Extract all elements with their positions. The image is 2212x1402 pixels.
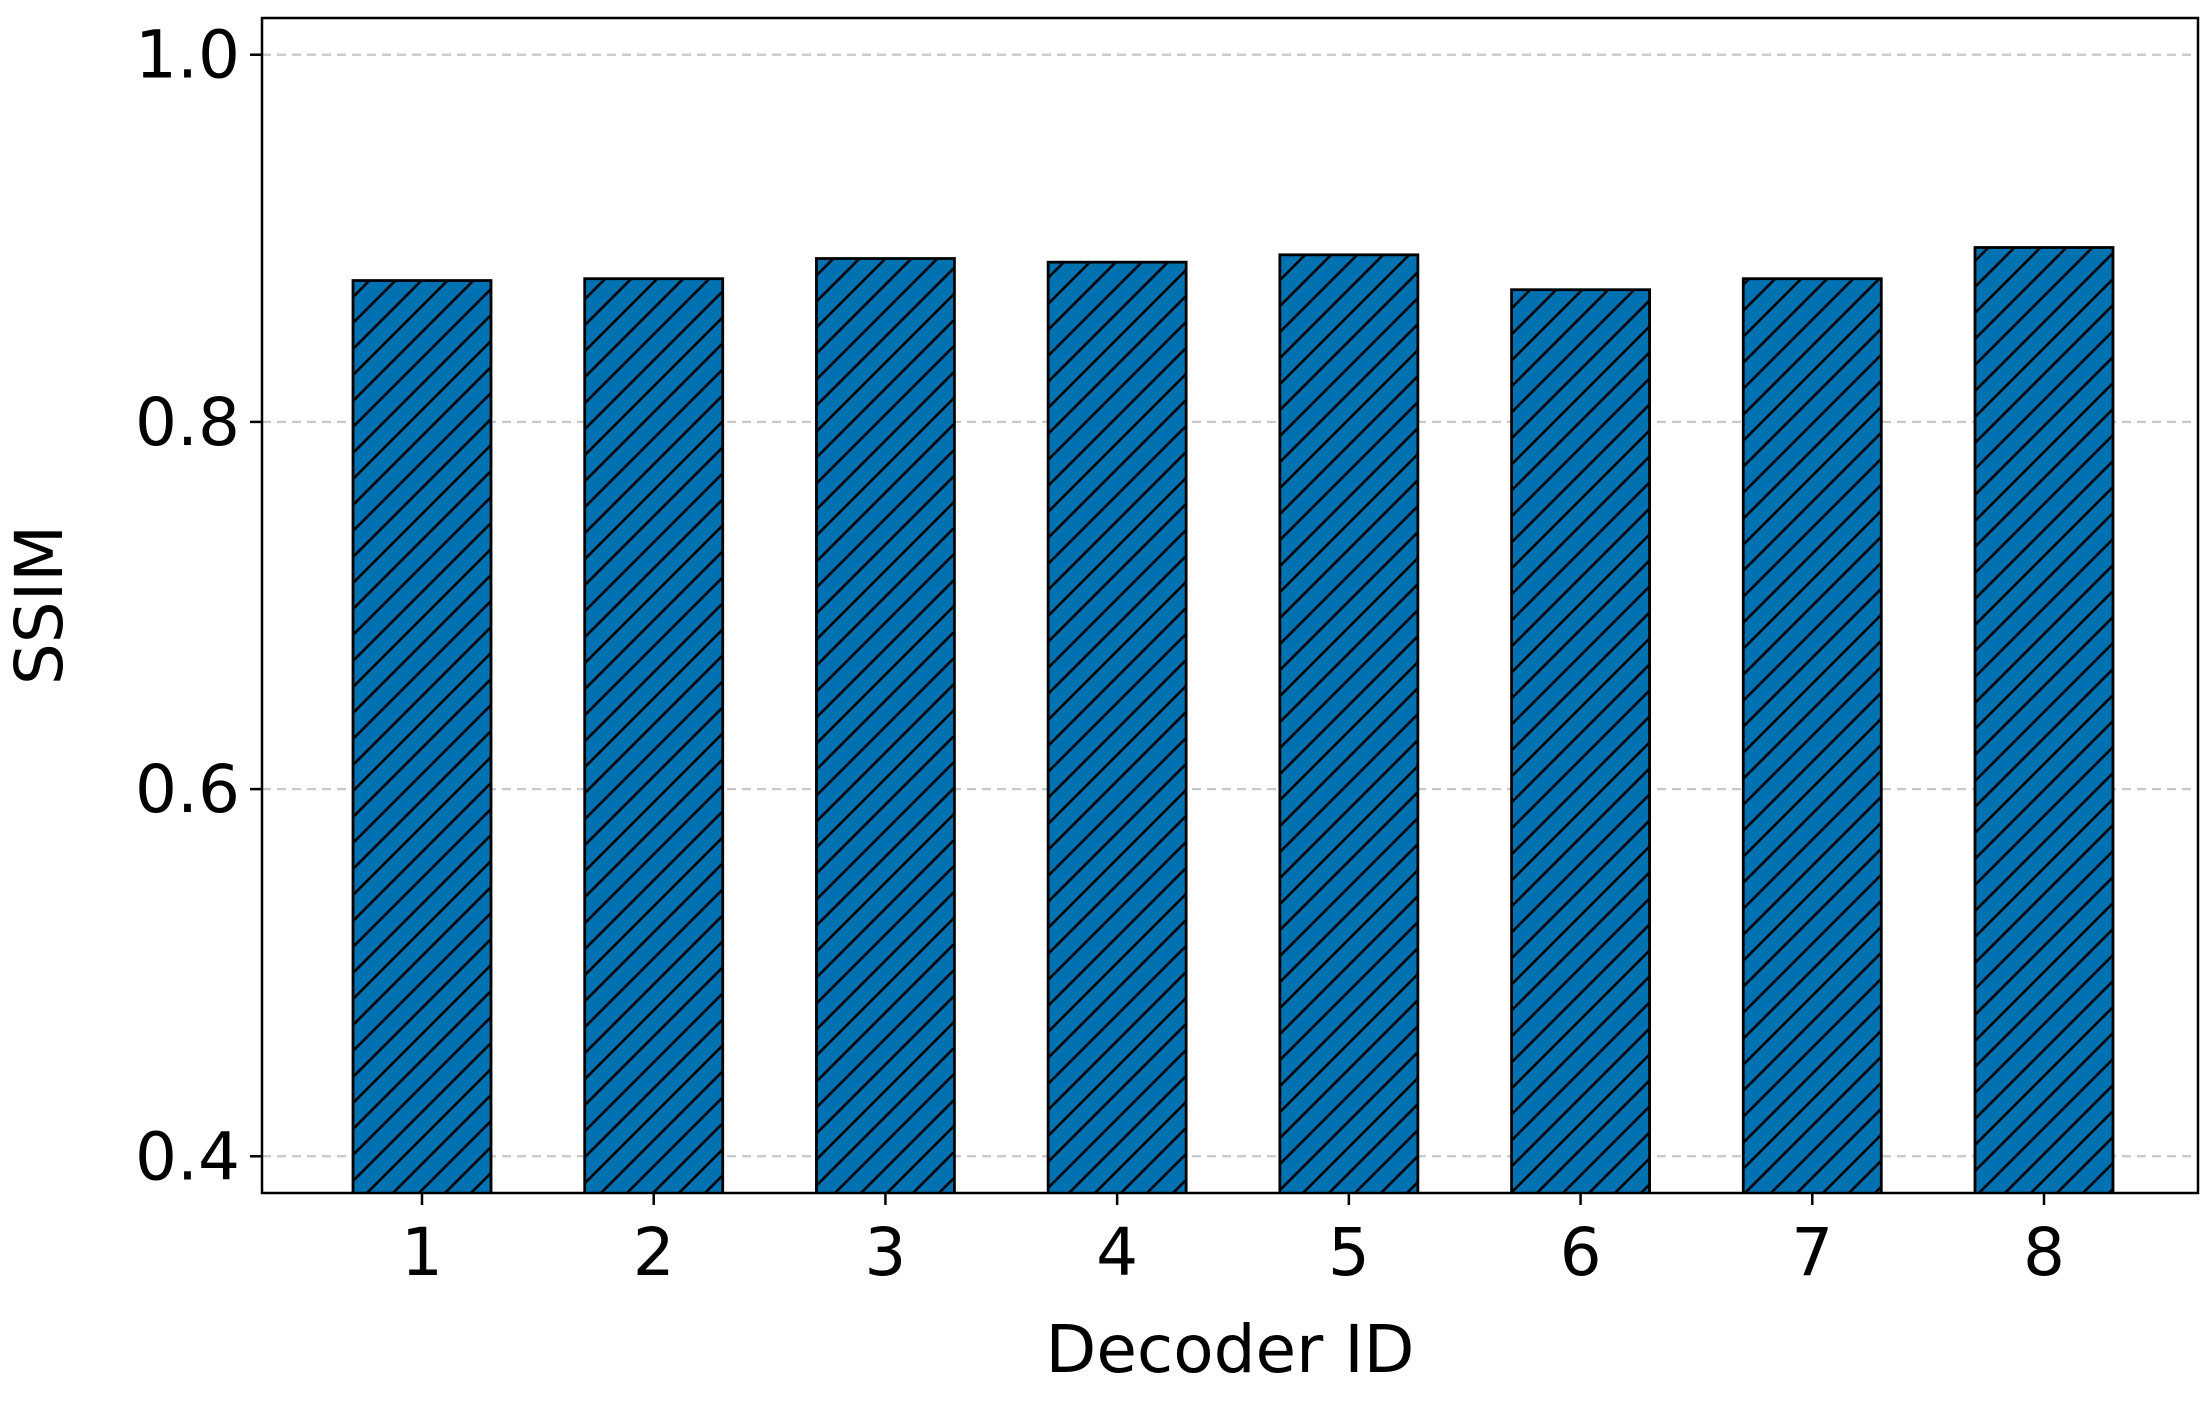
bar-8: [1973, 246, 2115, 1193]
y-tick-label: 0.8: [135, 384, 240, 461]
bar-5: [1278, 253, 1420, 1193]
x-tick-label: 8: [2023, 1214, 2065, 1291]
bar-6: [1510, 288, 1651, 1193]
x-tick-label: 6: [1560, 1214, 1602, 1291]
x-tick-label: 1: [401, 1214, 443, 1291]
x-tick-label: 5: [1328, 1214, 1370, 1291]
y-axis: 0.4 0.6 0.8 1.0: [135, 17, 262, 1195]
bars: [351, 246, 2115, 1193]
bar-3: [815, 257, 956, 1193]
x-tick-label: 2: [633, 1214, 675, 1291]
bar-7: [1741, 277, 1883, 1193]
x-tick-label: 3: [864, 1214, 906, 1291]
bar-4: [1046, 260, 1188, 1193]
x-axis-label: Decoder ID: [1046, 1311, 1415, 1388]
x-tick-label: 7: [1791, 1214, 1833, 1291]
grid-lines: [262, 53, 2198, 1158]
plot-frame: [260, 16, 2200, 1195]
bar-2: [583, 277, 725, 1193]
y-tick-label: 0.4: [135, 1118, 240, 1195]
y-tick-label: 1.0: [135, 17, 240, 94]
x-axis: 1 2 3 4 5 6 7 8: [401, 1193, 2065, 1291]
x-tick-label: 4: [1096, 1214, 1138, 1291]
y-axis-label: SSIM: [1, 525, 78, 685]
y-tick-label: 0.6: [135, 751, 240, 828]
bar-1: [351, 279, 493, 1193]
